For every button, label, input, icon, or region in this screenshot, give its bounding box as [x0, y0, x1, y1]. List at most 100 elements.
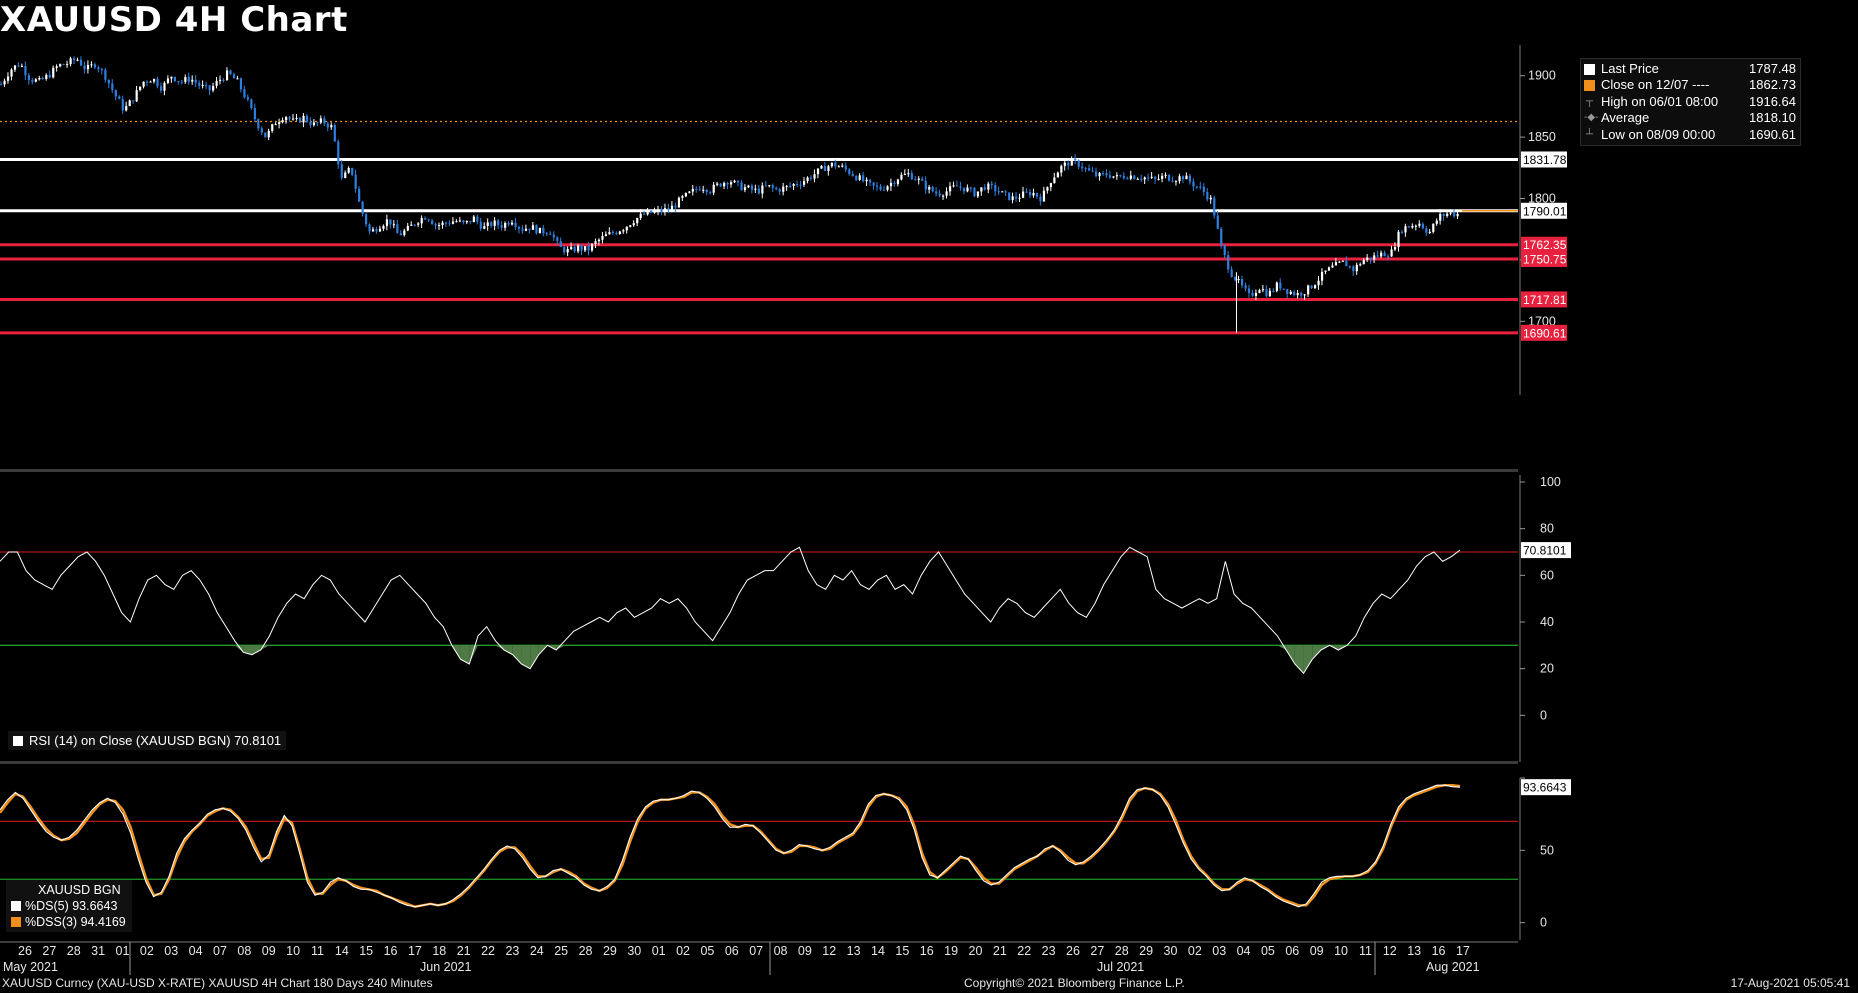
legend-item: -◆- Average 1818.10	[1584, 110, 1796, 126]
candle-body	[653, 210, 656, 213]
level-tag	[1521, 151, 1567, 168]
candle-body	[215, 80, 218, 86]
candle-body	[333, 124, 336, 142]
candle-body	[111, 83, 114, 91]
candle-body	[1355, 264, 1358, 272]
x-tick-label: 13	[1407, 944, 1421, 958]
candle-body	[587, 246, 590, 251]
candle-body	[531, 225, 535, 230]
candle-body	[1074, 158, 1077, 161]
rsi-oversold-fill	[504, 645, 513, 655]
candle-body	[48, 75, 51, 78]
candle-body	[458, 220, 462, 222]
legend-item: Last Price 1787.48	[1584, 61, 1796, 77]
rsi-legend: RSI (14) on Close (XAUUSD BGN) 70.8101	[8, 731, 287, 750]
candle-body	[782, 186, 785, 192]
candle-body	[73, 58, 76, 60]
candle-body	[146, 81, 149, 83]
candle-body	[1265, 289, 1268, 297]
candle-body	[1272, 290, 1275, 292]
candle-body	[886, 186, 889, 190]
candle-body	[1223, 245, 1226, 256]
candle-body	[646, 210, 649, 215]
candle-body	[691, 188, 694, 192]
rsi-oversold-fill	[556, 645, 565, 650]
month-label: Jun 2021	[420, 960, 471, 974]
candle-body	[469, 220, 472, 223]
candle-body	[736, 180, 740, 183]
candle-body	[1018, 197, 1021, 199]
level-tag-label: 1717.81	[1523, 293, 1567, 307]
candle-body	[650, 210, 653, 213]
candle-body	[191, 79, 194, 82]
candle-body	[166, 78, 170, 83]
candle-body	[1136, 178, 1139, 180]
candle-body	[34, 79, 37, 82]
candle-body	[552, 234, 555, 238]
x-tick-label: 08	[237, 944, 251, 958]
candle-body	[212, 85, 215, 91]
legend-swatch	[1584, 80, 1595, 92]
level-tag	[1521, 324, 1567, 341]
candle-body	[882, 189, 886, 191]
x-tick-label: 16	[920, 944, 934, 958]
candle-body	[441, 222, 444, 226]
candle-body	[570, 246, 573, 250]
candle-body	[1369, 257, 1372, 260]
candle-body	[104, 69, 107, 80]
candle-body	[914, 179, 917, 181]
candle-body	[813, 174, 816, 179]
candle-body	[55, 66, 58, 68]
candle-body	[472, 216, 475, 223]
candle-body	[1011, 196, 1014, 200]
candle-body	[1387, 256, 1390, 258]
candle-body	[302, 115, 305, 123]
candle-body	[1077, 160, 1080, 167]
x-tick-label: 09	[1310, 944, 1324, 958]
candle-body	[1133, 175, 1136, 180]
candle-body	[292, 118, 295, 120]
rsi-oversold-fill	[495, 645, 505, 650]
candle-body	[316, 122, 319, 124]
candle-body	[326, 123, 329, 128]
candle-body	[486, 222, 489, 227]
chart-title: XAUUSD 4H Chart	[0, 0, 348, 40]
candle-body	[344, 172, 347, 178]
candle-body	[733, 180, 736, 183]
candle-body	[584, 246, 587, 251]
candle-body	[997, 191, 1000, 193]
x-tick-label: 19	[944, 944, 958, 958]
rsi-last-label: 70.8101	[1523, 544, 1567, 558]
candle-body	[1237, 278, 1240, 281]
candle-body	[1008, 192, 1011, 200]
candle-body	[479, 221, 482, 229]
candle-body	[750, 185, 754, 190]
x-tick-label: 31	[91, 944, 105, 958]
candle-body	[1230, 269, 1233, 277]
candle-body	[1157, 178, 1160, 180]
level-tag-label: 1750.75	[1523, 252, 1567, 266]
candle-body	[132, 100, 135, 102]
candle-body	[1115, 175, 1119, 177]
candle-body	[1168, 174, 1171, 181]
stoch-last-tag	[1521, 779, 1571, 796]
candle-body	[577, 245, 580, 252]
candle-body	[1327, 267, 1331, 271]
candle-body	[100, 69, 104, 71]
x-tick-label: 21	[457, 944, 471, 958]
candle-body	[1147, 177, 1150, 179]
candle-body	[264, 132, 267, 138]
candle-body	[1425, 228, 1428, 233]
x-tick-label: 26	[18, 944, 32, 958]
candle-body	[1449, 212, 1452, 214]
candle-body	[563, 247, 566, 253]
candle-body	[893, 183, 896, 185]
candle-body	[13, 65, 17, 70]
x-tick-label: 11	[311, 944, 324, 958]
candle-body	[809, 177, 813, 179]
stoch-last-label: 93.6643	[1523, 781, 1567, 795]
candle-body	[709, 192, 712, 194]
candle-body	[312, 122, 316, 126]
candle-body	[1108, 175, 1112, 178]
x-tick-label: 15	[359, 944, 373, 958]
